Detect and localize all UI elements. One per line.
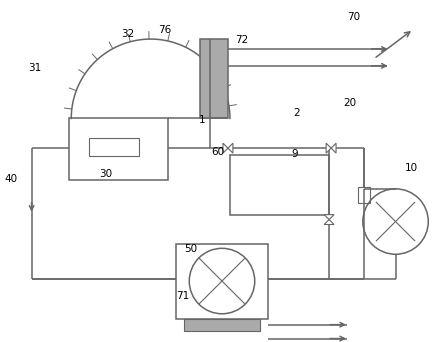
Polygon shape [331,143,336,153]
Polygon shape [223,143,228,153]
Text: 70: 70 [348,12,361,22]
Text: 30: 30 [99,169,112,179]
Text: 9: 9 [291,149,298,159]
Bar [184,319,260,331]
Bar [69,118,168,180]
Bar [230,155,329,214]
Text: 40: 40 [4,174,17,184]
Text: 71: 71 [176,291,189,301]
Text: 31: 31 [28,63,41,73]
Text: 10: 10 [405,162,418,173]
Text: 20: 20 [343,98,356,108]
Text: 60: 60 [211,147,224,157]
Bar [200,39,228,118]
Polygon shape [324,220,334,224]
Bar [176,244,268,319]
Text: 72: 72 [235,35,249,45]
Bar [89,138,139,156]
Bar [358,187,370,203]
Text: 76: 76 [158,25,171,35]
Text: 2: 2 [293,108,300,118]
Text: 32: 32 [121,29,134,39]
Polygon shape [228,143,233,153]
Polygon shape [326,143,331,153]
Polygon shape [324,214,334,220]
Text: 1: 1 [199,115,206,125]
Text: 50: 50 [185,244,198,254]
